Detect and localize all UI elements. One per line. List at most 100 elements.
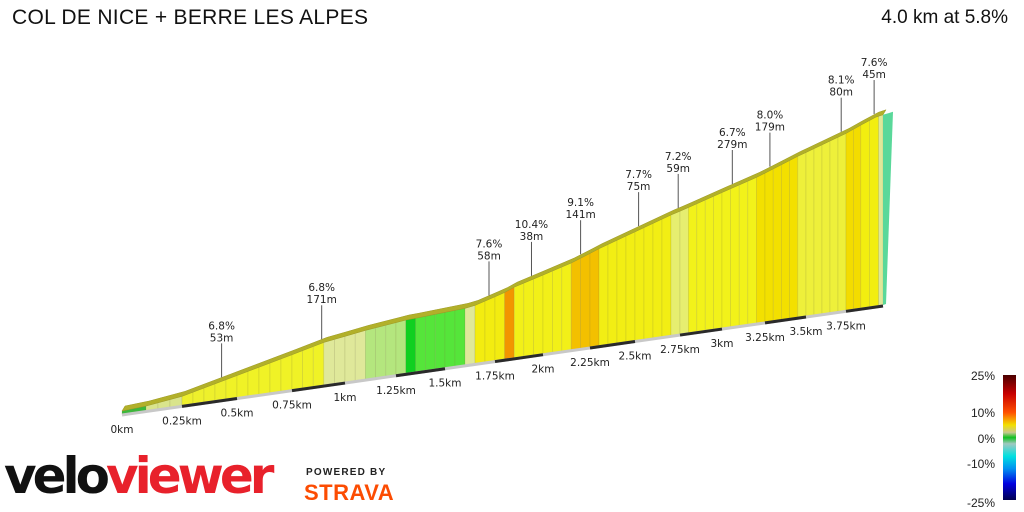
gradient-slice [405,317,416,374]
gradient-slice [580,252,591,349]
gradient-slice [607,239,618,345]
distance-tick-labels: 0km 0.25km 0.5km 0.75km 1km 1.25km 1.5km 1.75km… [111,320,866,436]
legend-label: -10% [967,457,995,471]
gradient-slice [434,311,446,370]
powered-by-label: POWERED BY [306,467,387,478]
annotation-gradient: 6.8% [308,282,335,294]
distance-tick-label: 3.25km [745,332,785,344]
gradient-slice [704,195,714,331]
gradient-slice [869,115,879,308]
distance-tick-label: 0.75km [272,400,312,412]
profile-top-band [121,109,887,412]
gradient-slice [258,362,271,395]
gradient-annotation: 10.4%38m [515,219,548,276]
annotation-length: 45m [862,69,886,81]
baseline-dark-segment [845,304,884,313]
gradient-slice [474,300,486,364]
profile-top-edge [121,109,887,412]
gradient-slice [375,324,387,379]
gradient-slice [494,292,505,361]
gradient-slice [756,172,766,324]
gradient-annotation: 8.0%179m [755,110,785,167]
distance-tick-label: 0.5km [220,408,253,420]
distance-tick-label: 3.5km [789,326,822,338]
baseline-dark-segment [494,353,544,364]
gradient-slice [730,184,740,328]
gradient-slice [589,248,600,348]
distance-tick-label: 0.25km [162,415,202,427]
gradient-slice [860,119,870,309]
legend-label: -25% [967,496,995,510]
gradient-slice [484,296,496,363]
legend-colorbar [1003,375,1016,500]
gradient-slice [533,274,544,356]
gradient-slice [652,218,663,339]
gradient-segments [121,111,893,415]
gradient-slice [513,282,525,359]
distance-tick-label: 1km [334,392,357,404]
gradient-slice [425,313,436,371]
gradient-slice [738,180,749,326]
gradient-slice [829,136,839,313]
annotation-gradient: 9.1% [567,197,594,209]
annotation-length: 279m [717,139,747,151]
distance-tick-label: 1.25km [376,385,416,397]
gradient-slice [772,164,782,322]
profile-end-face [883,111,893,305]
annotation-length: 80m [829,87,853,99]
distance-axis [121,304,884,417]
distance-tick-label: 2.5km [618,351,651,363]
distance-tick-label: 1.5km [428,378,461,390]
baseline-dark-segment [291,381,346,393]
annotation-gradient: 7.6% [861,57,888,69]
gradient-slice [747,176,757,325]
gradient-slice [395,319,407,376]
gradient-annotation: 7.6%45m [861,57,888,115]
gradient-slice [570,257,581,351]
gradient-slice [365,327,376,380]
distance-tick-label: 2km [532,364,555,376]
gradient-slice [454,307,466,367]
gradient-slice [813,144,823,316]
gradient-slice [696,199,706,333]
gradient-slice [661,214,672,338]
legend-label: 10% [971,406,995,420]
gradient-slice [679,207,689,335]
gradient-slice [334,335,346,384]
gradient-slice [236,370,249,398]
gradient-slice [542,270,553,355]
gradient-slice [713,192,723,330]
gradient-slice [764,168,774,323]
gradient-annotation: 9.1%141m [565,197,596,255]
gradient-slice [821,140,831,315]
gradient-slice [670,210,681,336]
climb-summary: 4.0 km at 5.8% [881,7,1008,28]
distance-tick-label: 3km [711,338,734,350]
baseline-dark-segment [679,327,723,337]
gradient-slice [291,350,303,390]
gradient-slice [504,286,515,360]
distance-tick-label: 1.75km [475,371,515,383]
annotation-length: 53m [210,332,234,344]
strava-logo: STRAVA [304,480,395,505]
gradient-annotation: 6.8%53m [208,320,235,378]
baseline-dark-segment [764,315,807,325]
gradient-slice [805,148,815,317]
gradient-slice [781,159,790,320]
gradient-annotation: 6.7%279m [717,127,747,184]
veloviewer-logo: veloviewer [4,447,274,505]
gradient-slice [523,278,534,357]
distance-tick-label: 3.75km [826,320,866,332]
distance-tick-label: 2.25km [570,357,610,369]
legend-label: 0% [978,432,996,446]
annotation-length: 59m [666,163,690,175]
annotation-length: 141m [565,209,595,221]
gradient-slice [853,124,862,310]
annotation-length: 171m [307,294,337,306]
baseline-dark-segment [589,340,636,350]
gradient-slice [323,338,335,386]
gradient-slice [280,354,293,392]
gradient-slice [312,341,325,387]
annotation-gradient: 7.7% [625,169,652,181]
climb-title: COL DE NICE + BERRE LES ALPES [12,6,369,29]
